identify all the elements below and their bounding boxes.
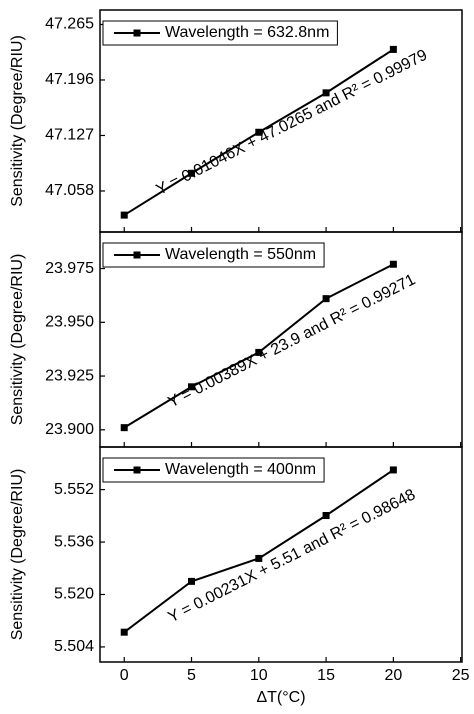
data-point: [188, 169, 196, 177]
x-tick-label: 10: [250, 667, 268, 684]
y-tick-label: 47.196: [45, 71, 94, 88]
legend-label: Wavelength = 550nm: [165, 246, 316, 263]
data-point: [255, 128, 263, 136]
legend-marker: [133, 466, 141, 474]
legend-marker: [133, 251, 141, 259]
x-tick-label: 0: [120, 667, 129, 684]
y-tick-label: 47.058: [45, 182, 94, 199]
data-point: [120, 424, 128, 432]
y-tick-label: 47.265: [45, 16, 94, 33]
x-tick-label: 5: [187, 667, 196, 684]
y-tick-label: 5.552: [54, 481, 94, 498]
legend-label: Wavelength = 632.8nm: [165, 24, 329, 41]
data-point: [255, 554, 263, 562]
annotation: Y = 0.01046X + 47.0265 and R² = 0.99979: [154, 47, 431, 199]
data-point: [322, 511, 330, 519]
y-tick-label: 5.536: [54, 533, 94, 550]
y-tick-label: 5.520: [54, 586, 94, 603]
annotation: Y = 0.00389X + 23.9 and R² = 0.99271: [165, 271, 418, 411]
x-tick-label: 25: [452, 667, 470, 684]
data-point: [322, 295, 330, 303]
data-point: [389, 466, 397, 474]
y-tick-label: 23.950: [45, 314, 94, 331]
data-point: [120, 628, 128, 636]
y-tick-label: 23.925: [45, 367, 94, 384]
x-axis-label: ΔT(°C): [256, 689, 305, 706]
data-point: [188, 577, 196, 585]
data-point: [120, 211, 128, 219]
legend-label: Wavelength = 400nm: [165, 461, 316, 478]
y-axis-label: Sensitivity (Degree/RIU): [9, 469, 26, 641]
legend-marker: [133, 29, 141, 37]
x-tick-label: 15: [317, 667, 335, 684]
y-tick-label: 47.127: [45, 127, 94, 144]
y-axis-label: Sensitivity (Degree/RIU): [9, 35, 26, 207]
y-axis-label: Sensitivity (Degree/RIU): [9, 254, 26, 426]
y-tick-label: 23.975: [45, 260, 94, 277]
data-line: [123, 469, 394, 633]
data-point: [188, 383, 196, 391]
data-line: [123, 263, 394, 429]
data-point: [322, 89, 330, 97]
annotation: Y = 0.00231X + 5.51 and R² = 0.98648: [165, 486, 418, 626]
data-point: [389, 260, 397, 268]
x-tick-label: 20: [384, 667, 402, 684]
y-tick-label: 23.900: [45, 421, 94, 438]
plot-frame: [99, 446, 463, 663]
data-point: [255, 348, 263, 356]
data-point: [389, 45, 397, 53]
y-tick-label: 5.504: [54, 638, 94, 655]
